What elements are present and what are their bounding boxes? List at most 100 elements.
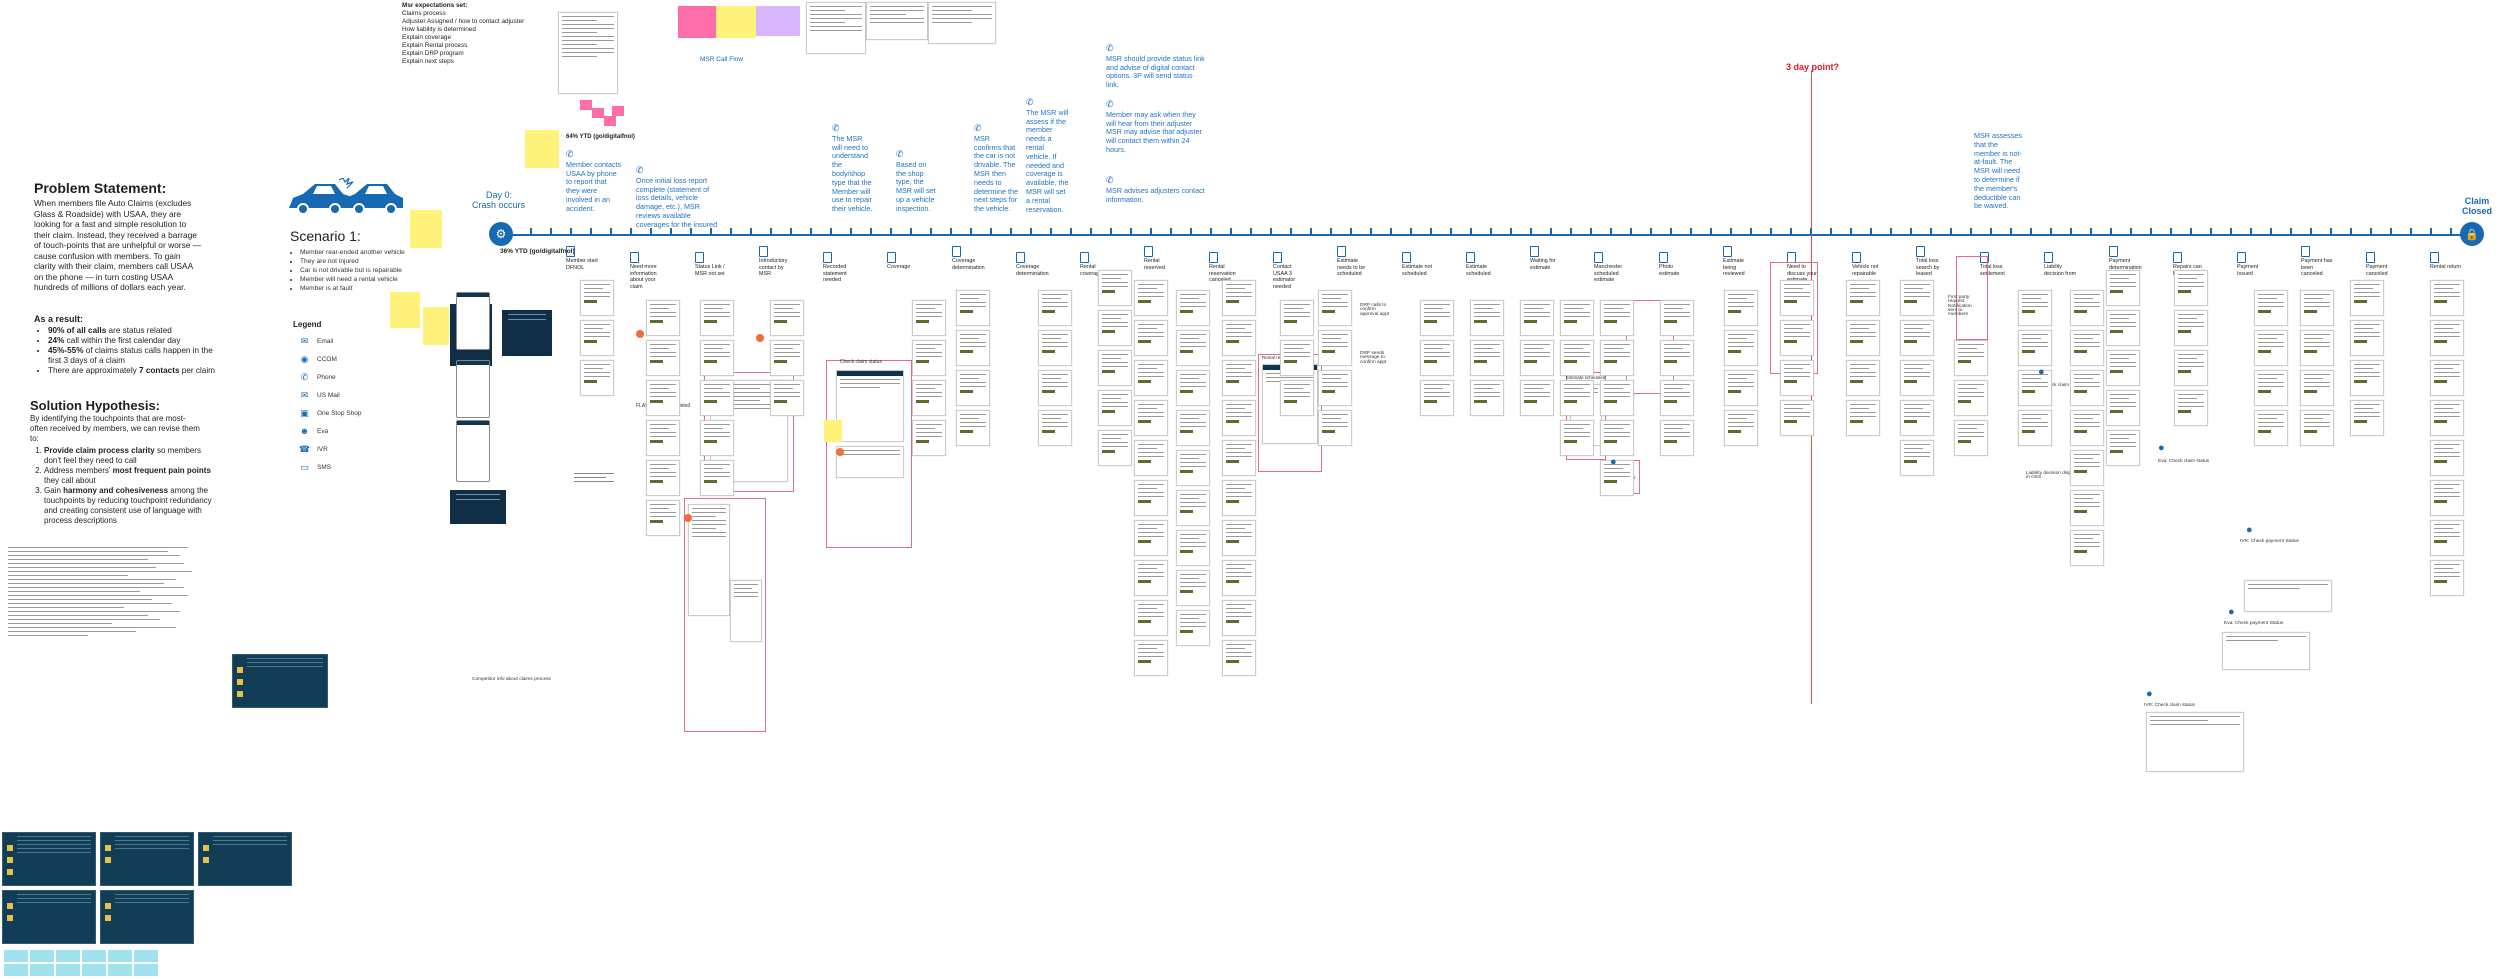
touchpoint-card[interactable] <box>1780 400 1814 436</box>
touchpoint-card[interactable] <box>1724 330 1758 366</box>
email-screenshot[interactable] <box>730 580 762 642</box>
touchpoint-card[interactable] <box>2070 490 2104 526</box>
touchpoint-card[interactable] <box>2350 360 2384 396</box>
touchpoint-card[interactable] <box>1420 340 1454 376</box>
touchpoint-card[interactable] <box>1520 340 1554 376</box>
touchpoint-card[interactable] <box>1134 640 1168 676</box>
document-thumbnail[interactable] <box>558 12 618 94</box>
touchpoint-card[interactable] <box>1600 340 1634 376</box>
touchpoint-card[interactable] <box>1660 300 1694 336</box>
touchpoint-card[interactable] <box>1520 380 1554 416</box>
touchpoint-card[interactable] <box>1222 320 1256 356</box>
touchpoint-card[interactable] <box>646 500 680 536</box>
touchpoint-card[interactable] <box>1222 520 1256 556</box>
touchpoint-card[interactable] <box>1222 280 1256 316</box>
touchpoint-card[interactable] <box>2430 480 2464 516</box>
touchpoint-card[interactable] <box>1900 400 1934 436</box>
touchpoint-card[interactable] <box>2070 410 2104 446</box>
touchpoint-card[interactable] <box>1724 370 1758 406</box>
touchpoint-card[interactable] <box>2300 290 2334 326</box>
touchpoint-card[interactable] <box>2430 560 2464 596</box>
touchpoint-card[interactable] <box>1954 340 1988 376</box>
touchpoint-card[interactable] <box>1420 380 1454 416</box>
touchpoint-card[interactable] <box>646 300 680 336</box>
touchpoint-card[interactable] <box>1780 320 1814 356</box>
touchpoint-card[interactable] <box>1280 340 1314 376</box>
touchpoint-card[interactable] <box>1222 360 1256 396</box>
touchpoint-card[interactable] <box>700 460 734 496</box>
touchpoint-card[interactable] <box>912 300 946 336</box>
touchpoint-card[interactable] <box>956 290 990 326</box>
touchpoint-card[interactable] <box>2070 450 2104 486</box>
touchpoint-card[interactable] <box>1900 360 1934 396</box>
touchpoint-card[interactable] <box>700 380 734 416</box>
touchpoint-card[interactable] <box>1318 410 1352 446</box>
touchpoint-card[interactable] <box>1846 280 1880 316</box>
touchpoint-card[interactable] <box>2070 370 2104 406</box>
touchpoint-card[interactable] <box>2430 400 2464 436</box>
touchpoint-card[interactable] <box>2430 320 2464 356</box>
touchpoint-card[interactable] <box>1134 480 1168 516</box>
touchpoint-card[interactable] <box>700 420 734 456</box>
touchpoint-card[interactable] <box>1222 400 1256 436</box>
touchpoint-card[interactable] <box>2174 310 2208 346</box>
touchpoint-card[interactable] <box>580 320 614 356</box>
touchpoint-card[interactable] <box>1600 460 1634 496</box>
flow-diagram[interactable] <box>2146 712 2244 772</box>
touchpoint-card[interactable] <box>1134 600 1168 636</box>
touchpoint-card[interactable] <box>2350 320 2384 356</box>
touchpoint-card[interactable] <box>1176 370 1210 406</box>
touchpoint-card[interactable] <box>1176 530 1210 566</box>
touchpoint-card[interactable] <box>1560 420 1594 456</box>
touchpoint-card[interactable] <box>1470 340 1504 376</box>
screen-thumbnail[interactable] <box>836 446 904 478</box>
touchpoint-card[interactable] <box>1134 440 1168 476</box>
touchpoint-card[interactable] <box>1038 410 1072 446</box>
touchpoint-card[interactable] <box>1134 360 1168 396</box>
flow-diagram[interactable] <box>2222 632 2310 670</box>
touchpoint-card[interactable] <box>1318 370 1352 406</box>
touchpoint-card[interactable] <box>912 380 946 416</box>
thumbnail-card[interactable] <box>100 832 194 886</box>
touchpoint-card[interactable] <box>700 300 734 336</box>
touchpoint-card[interactable] <box>1724 290 1758 326</box>
touchpoint-card[interactable] <box>770 300 804 336</box>
touchpoint-card[interactable] <box>1134 560 1168 596</box>
touchpoint-card[interactable] <box>1134 280 1168 316</box>
screen-thumbnail[interactable] <box>450 490 506 524</box>
touchpoint-card[interactable] <box>1560 300 1594 336</box>
touchpoint-card[interactable] <box>2430 280 2464 316</box>
msr-call-flow-link[interactable]: MSR Call Flow <box>700 56 743 63</box>
touchpoint-card[interactable] <box>1098 350 1132 386</box>
touchpoint-card[interactable] <box>2070 530 2104 566</box>
touchpoint-card[interactable] <box>646 380 680 416</box>
touchpoint-card[interactable] <box>2018 370 2052 406</box>
touchpoint-card[interactable] <box>912 340 946 376</box>
touchpoint-card[interactable] <box>1176 330 1210 366</box>
email-screenshot[interactable] <box>688 504 730 616</box>
touchpoint-card[interactable] <box>2070 330 2104 366</box>
touchpoint-card[interactable] <box>646 340 680 376</box>
touchpoint-card[interactable] <box>1900 440 1934 476</box>
touchpoint-card[interactable] <box>1660 340 1694 376</box>
flow-diagram[interactable] <box>2244 580 2332 612</box>
touchpoint-card[interactable] <box>2300 410 2334 446</box>
touchpoint-card[interactable] <box>1600 420 1634 456</box>
thumbnail-card[interactable] <box>2 832 96 886</box>
touchpoint-card[interactable] <box>1176 570 1210 606</box>
touchpoint-card[interactable] <box>2174 270 2208 306</box>
touchpoint-card[interactable] <box>1954 420 1988 456</box>
touchpoint-card[interactable] <box>646 420 680 456</box>
touchpoint-card[interactable] <box>912 420 946 456</box>
touchpoint-card[interactable] <box>1846 320 1880 356</box>
touchpoint-card[interactable] <box>1134 400 1168 436</box>
touchpoint-card[interactable] <box>1780 360 1814 396</box>
touchpoint-card[interactable] <box>1560 380 1594 416</box>
touchpoint-card[interactable] <box>2254 330 2288 366</box>
touchpoint-card[interactable] <box>1470 300 1504 336</box>
touchpoint-card[interactable] <box>1098 430 1132 466</box>
touchpoint-card[interactable] <box>1098 270 1132 306</box>
touchpoint-card[interactable] <box>1098 310 1132 346</box>
touchpoint-card[interactable] <box>1038 290 1072 326</box>
touchpoint-card[interactable] <box>2300 330 2334 366</box>
